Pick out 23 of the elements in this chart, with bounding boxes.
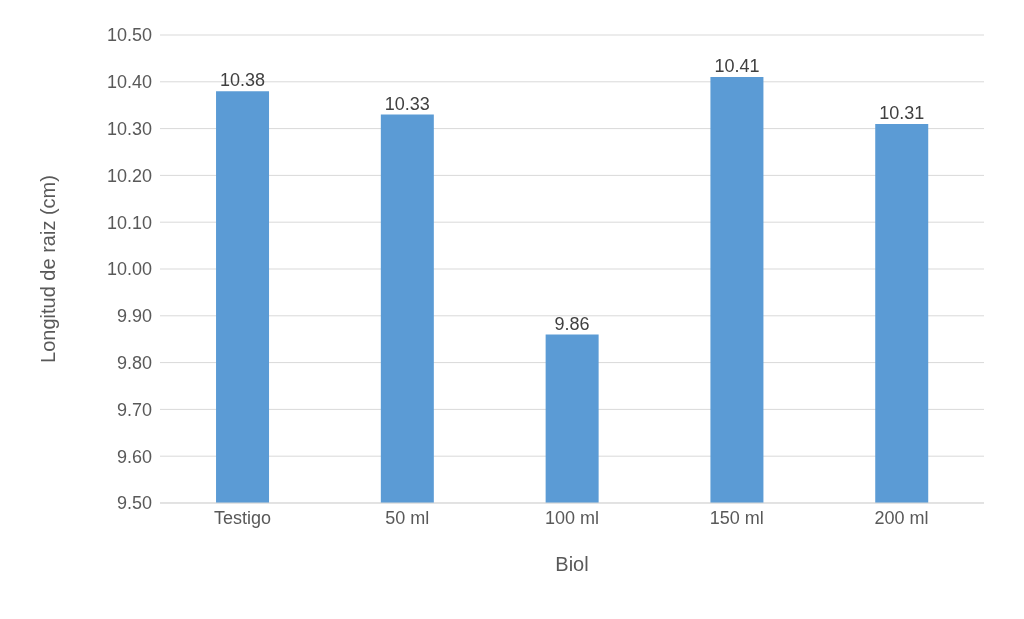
y-axis-title: Longitud de raiz (cm) xyxy=(37,175,60,363)
y-tick-label: 9.80 xyxy=(116,352,152,373)
y-tick-label: 9.90 xyxy=(116,306,152,327)
data-label: 10.41 xyxy=(714,56,760,77)
y-tick-label: 10.10 xyxy=(106,212,152,233)
x-tick-label: 200 ml xyxy=(874,507,929,528)
x-axis-title: Biol xyxy=(555,553,589,575)
y-tick-label: 10.30 xyxy=(106,118,152,139)
y-tick-label: 9.60 xyxy=(116,446,152,467)
x-tick-label: Testigo xyxy=(213,507,271,528)
data-label: 10.33 xyxy=(384,93,430,114)
x-tick-label: 50 ml xyxy=(385,507,430,528)
data-label: 10.31 xyxy=(879,102,925,123)
data-label: 9.86 xyxy=(554,313,590,334)
y-tick-label: 10.40 xyxy=(106,72,152,93)
y-tick-label: 10.50 xyxy=(106,25,152,46)
y-tick-label: 10.20 xyxy=(106,165,152,186)
y-tick-label: 9.70 xyxy=(116,399,152,420)
y-tick-label: 9.50 xyxy=(116,493,152,514)
x-tick-label: 100 ml xyxy=(544,507,600,528)
x-tick-label: 150 ml xyxy=(709,507,764,528)
data-label: 10.38 xyxy=(220,70,266,91)
y-tick-label: 10.00 xyxy=(106,259,152,280)
